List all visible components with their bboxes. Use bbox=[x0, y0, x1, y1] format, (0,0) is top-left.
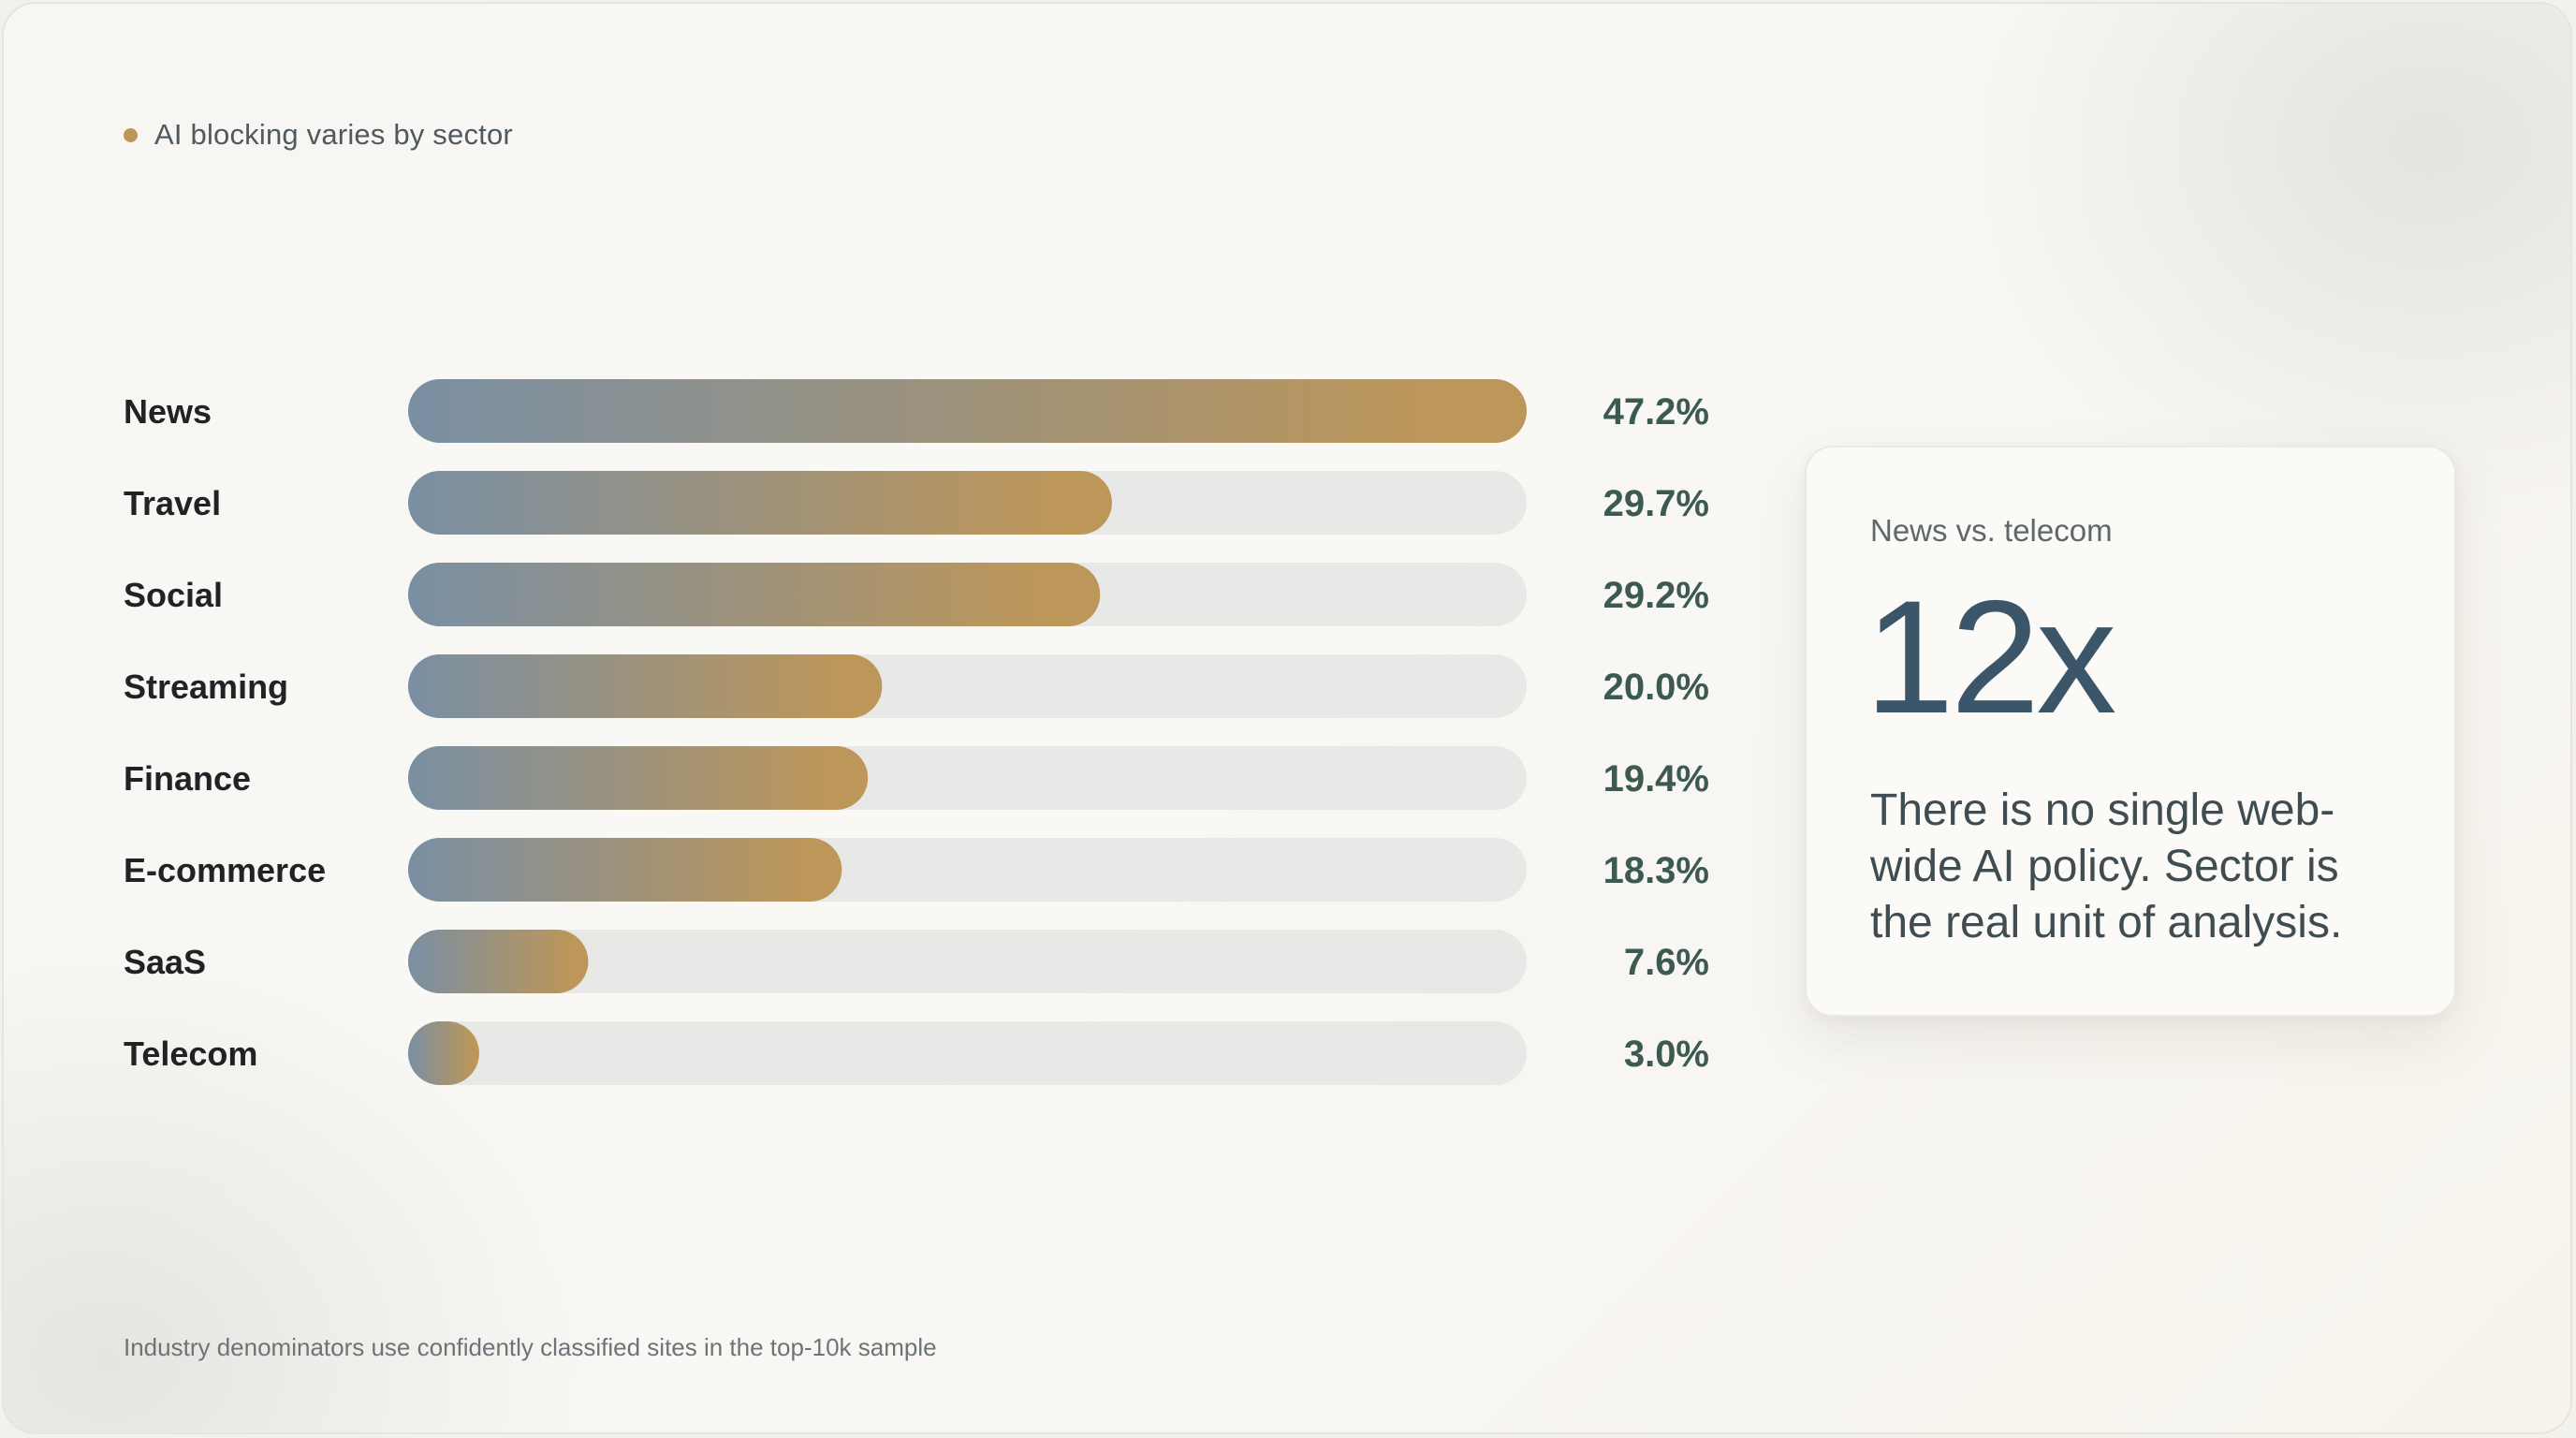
bullet-dot-icon bbox=[124, 127, 138, 142]
bar-track bbox=[408, 930, 1527, 993]
category-label: SaaS bbox=[124, 943, 206, 981]
bar bbox=[408, 746, 869, 810]
value-label: 29.7% bbox=[1603, 483, 1709, 524]
card-label: News vs. telecom bbox=[1870, 513, 2113, 548]
bar bbox=[408, 654, 883, 718]
value-label: 20.0% bbox=[1603, 667, 1709, 708]
footnote: Industry denominators use confidently cl… bbox=[124, 1333, 937, 1361]
value-label: 29.2% bbox=[1603, 575, 1709, 616]
value-label: 19.4% bbox=[1603, 758, 1709, 800]
bar bbox=[408, 1021, 479, 1085]
summary-card: News vs. telecom 12x There is no single … bbox=[1805, 446, 2456, 1017]
bar bbox=[408, 563, 1101, 626]
bar bbox=[408, 379, 1527, 443]
value-label: 47.2% bbox=[1603, 391, 1709, 433]
bar bbox=[408, 930, 589, 993]
category-label: E-commerce bbox=[124, 851, 326, 889]
value-label: 18.3% bbox=[1603, 850, 1709, 891]
category-label: News bbox=[124, 392, 212, 431]
eyebrow-text: AI blocking varies by sector bbox=[154, 118, 513, 151]
value-label: 7.6% bbox=[1624, 942, 1709, 983]
value-label: 3.0% bbox=[1624, 1034, 1709, 1075]
category-label: Telecom bbox=[124, 1034, 257, 1073]
card-big-number: 12x bbox=[1865, 567, 2116, 747]
bar-track bbox=[408, 1021, 1527, 1085]
bar bbox=[408, 838, 842, 902]
category-label: Social bbox=[124, 576, 223, 614]
category-label: Travel bbox=[124, 484, 221, 522]
sector-bar-chart: News 47.2% Travel 29.7% Social 29.2% Streaming… bbox=[124, 379, 1709, 1085]
category-label: Finance bbox=[124, 759, 251, 798]
eyebrow: AI blocking varies by sector bbox=[124, 116, 513, 154]
bar bbox=[408, 471, 1112, 535]
card-description: There is no single web-wide AI policy. S… bbox=[1870, 785, 2343, 947]
category-label: Streaming bbox=[124, 668, 288, 706]
